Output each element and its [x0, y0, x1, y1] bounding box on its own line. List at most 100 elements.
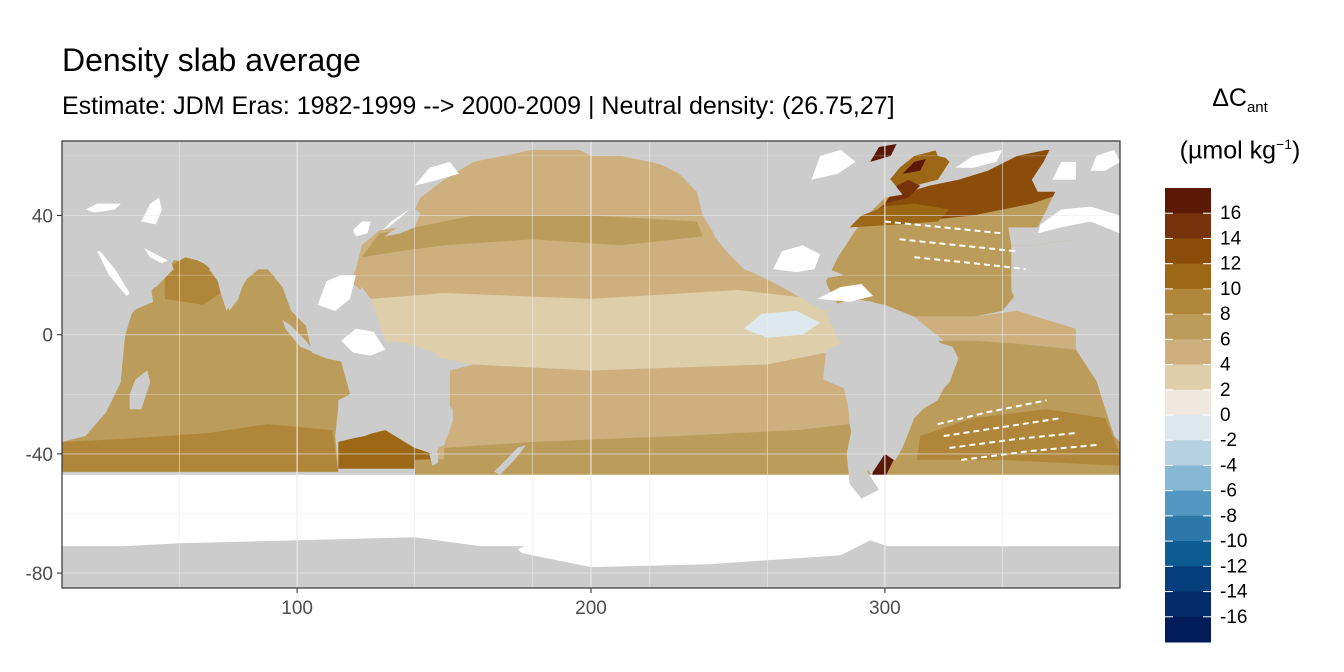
- ocean-region-nova-scotia-hotspot: [884, 179, 921, 204]
- missing-hudson-bay: [811, 149, 856, 180]
- missing-north-sea: [1052, 161, 1076, 180]
- land-arabia: [106, 233, 174, 293]
- legend-unit-prefix: (µmol kg: [1179, 136, 1277, 165]
- legend-swatch: [1165, 515, 1211, 542]
- y-tick-label: 0: [42, 326, 53, 347]
- land-borneo: [323, 316, 353, 344]
- legend-swatch: [1165, 591, 1211, 618]
- legend-title-sub: ant: [1246, 99, 1268, 116]
- land-new-guinea: [388, 340, 445, 365]
- legend-label: 6: [1220, 329, 1231, 350]
- legend-label: -8: [1220, 506, 1237, 527]
- missing-persian-gulf: [144, 248, 168, 264]
- legend-swatch: [1165, 440, 1211, 466]
- missing-caribbean: [817, 284, 874, 302]
- land-caribbean-cuba: [811, 269, 844, 279]
- legend-label: 4: [1220, 355, 1231, 376]
- legend-label: 10: [1220, 279, 1241, 300]
- land-sumatra: [282, 319, 315, 353]
- legend-label: 2: [1220, 380, 1231, 401]
- legend-label: -6: [1220, 481, 1237, 502]
- legend-swatch: [1165, 465, 1211, 492]
- legend-swatch: [1165, 541, 1211, 567]
- legend-label: 8: [1220, 304, 1231, 325]
- legend-label: -14: [1220, 582, 1248, 603]
- land-japan: [385, 209, 421, 237]
- legend-title-main: ΔC: [1212, 84, 1247, 112]
- y-tick-label: -40: [26, 445, 53, 466]
- missing-streak: [961, 444, 1097, 461]
- land-south-america: [823, 298, 959, 499]
- y-tick-label: 40: [32, 207, 53, 228]
- legend-swatch: [1165, 364, 1211, 391]
- ocean-region-subtropical-np: [414, 245, 724, 282]
- x-tick-label: 300: [869, 598, 901, 619]
- missing-black-sea: [85, 203, 121, 213]
- missing-yellow-sea: [353, 221, 371, 237]
- chart-title: Density slab average: [62, 42, 361, 78]
- legend-swatch: [1165, 339, 1211, 366]
- legend-label: -2: [1220, 430, 1237, 451]
- land-philippines: [353, 287, 374, 314]
- x-tick-label: 200: [575, 598, 607, 619]
- ocean-region-south-australia: [338, 430, 433, 469]
- legend-label: 0: [1220, 405, 1231, 426]
- land-iceland: [996, 141, 1026, 147]
- legend-swatch: [1165, 415, 1211, 441]
- legend-label: -4: [1220, 455, 1237, 476]
- land-west-africa: [1011, 233, 1120, 323]
- legend-title: ΔCant: [1160, 84, 1320, 116]
- ocean-region-newfoundland-hotspot: [902, 158, 926, 174]
- chart-subtitle: Estimate: JDM Eras: 1982-1999 --> 2000-2…: [62, 92, 895, 120]
- land-eurasia: [62, 141, 539, 329]
- ocean-region-south-indian-band: [62, 424, 339, 472]
- land-greenland: [931, 141, 991, 159]
- missing-south-china-sea: [317, 275, 356, 311]
- legend-swatch: [1165, 288, 1211, 315]
- land-africa-east-wrap: [1087, 322, 1120, 442]
- legend-label: 12: [1220, 254, 1241, 275]
- missing-streak: [949, 432, 1077, 449]
- ocean-region-hudson-hotspot: [870, 144, 897, 162]
- legend-label: -16: [1220, 607, 1247, 628]
- legend-swatch: [1165, 389, 1211, 416]
- legend-swatch: [1165, 263, 1211, 290]
- missing-greenland-coast: [955, 149, 1003, 168]
- ocean-region-subpolar-na: [870, 149, 1076, 222]
- legend-swatch: [1165, 238, 1211, 265]
- ocean-region-eq-light-band: [444, 310, 832, 335]
- missing-okhotsk: [414, 161, 459, 186]
- ocean-region-south-pacific-band: [414, 453, 874, 478]
- legend-label: 14: [1220, 228, 1242, 249]
- legend-label: 16: [1220, 203, 1241, 224]
- missing-indonesian-seas: [341, 328, 386, 356]
- legend-swatch: [1165, 490, 1211, 517]
- land-uk: [1037, 161, 1059, 186]
- legend-swatch: [1165, 188, 1211, 214]
- missing-gulf-of-mexico: [773, 245, 821, 273]
- legend-label: -10: [1220, 531, 1247, 552]
- legend-unit: (µmol kg−1): [1160, 136, 1320, 165]
- missing-baltic: [1090, 149, 1120, 171]
- ocean-region-indian-ocean: [62, 260, 350, 472]
- legend-unit-exp: −1: [1276, 136, 1292, 152]
- missing-red-sea: [97, 251, 130, 296]
- missing-mediterranean: [1037, 206, 1120, 234]
- land-madagascar: [129, 370, 151, 410]
- land-north-america: [561, 141, 903, 311]
- map-layer: [62, 141, 1120, 588]
- land-africa: [62, 233, 154, 442]
- ocean-region-arabian-sea-north: [164, 257, 221, 305]
- land-tasmania: [429, 453, 439, 466]
- land-antarctica: [62, 537, 1120, 588]
- y-tick-label: -80: [26, 564, 53, 585]
- x-tick-label: 100: [281, 598, 313, 619]
- land-australia: [338, 367, 453, 451]
- ocean-region-east-eq-pacific: [743, 310, 821, 338]
- ocean-region-equatorial-atlantic: [914, 310, 1076, 350]
- legend-swatch: [1165, 566, 1211, 593]
- legend-swatch: [1165, 314, 1211, 340]
- missing-caspian: [141, 197, 162, 225]
- land-india-peninsula: [208, 269, 259, 311]
